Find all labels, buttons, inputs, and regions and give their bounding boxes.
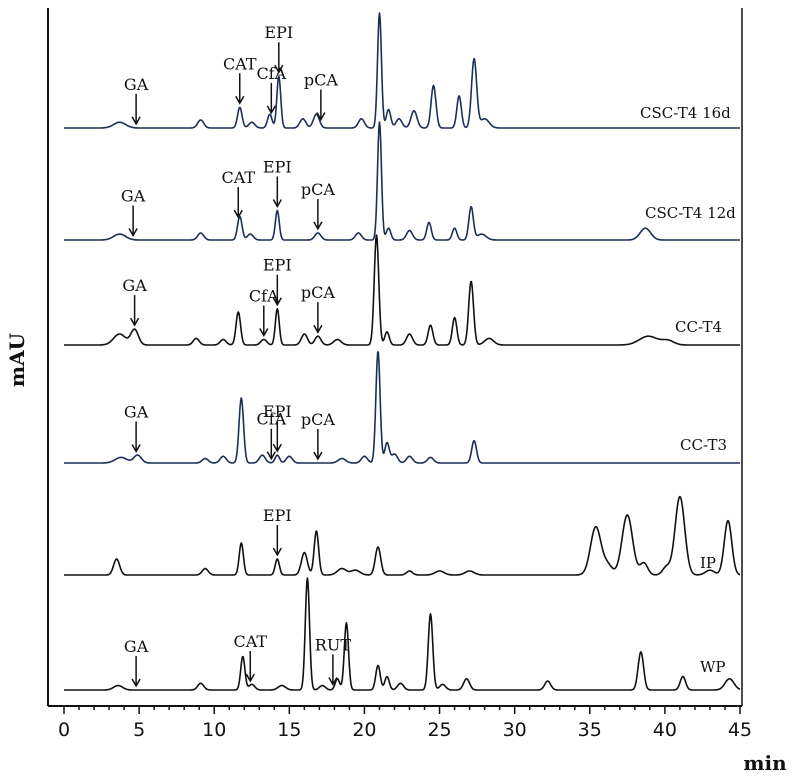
annotation-arrow-head [328, 677, 338, 686]
annotation-label: EPI [264, 23, 293, 42]
annotation-2-1: CfA [249, 287, 279, 338]
annotation-arrow-head [316, 112, 326, 122]
trace-label-2: CC-T4 [675, 318, 722, 336]
annotation-5-1: CAT [233, 632, 267, 683]
annotation-arrow-head [274, 64, 284, 74]
annotation-arrow-head [131, 678, 141, 688]
trace-label-0: CSC-T4 16d [640, 104, 731, 122]
x-tick-label: 35 [578, 719, 602, 741]
annotation-arrow-head [313, 451, 323, 461]
annotation-2-2: EPI [263, 256, 292, 307]
annotation-1-3: pCA [301, 180, 335, 231]
annotation-label: CAT [221, 168, 255, 187]
trace-0 [63, 12, 741, 129]
annotation-label: GA [124, 637, 149, 656]
annotation-3-1: CfA [256, 410, 287, 461]
annotation-label: pCA [301, 410, 335, 429]
annotation-1-2: EPI [263, 158, 292, 209]
annotation-label: GA [124, 403, 149, 422]
annotation-label: EPI [263, 158, 292, 177]
annotation-0-3: EPI [264, 23, 293, 74]
annotation-arrow-head [131, 444, 141, 454]
axes-group: 0 5 10 15 20 25 30 35 40 45 [47, 8, 752, 741]
trace-1 [63, 121, 741, 241]
annotation-label: CfA [256, 410, 286, 429]
annotation-label: EPI [263, 506, 292, 525]
annotation-label: GA [122, 276, 147, 295]
trace-label-5: WP [700, 658, 726, 676]
annotation-arrow-head [129, 317, 140, 327]
annotation-0-4: pCA [304, 71, 338, 122]
annotation-5-0: GA [124, 637, 149, 688]
annotation-label: pCA [301, 180, 335, 199]
annotation-arrow-head [272, 547, 282, 557]
annotation-arrow-head [245, 673, 255, 683]
annotation-label: CAT [233, 632, 267, 651]
trace-label-1: CSC-T4 12d [645, 204, 736, 222]
annotation-1-1: CAT [221, 168, 255, 219]
annotation-5-2: RUT [315, 635, 352, 686]
x-tick-label: 15 [277, 719, 301, 741]
trace-5 [63, 577, 741, 691]
annotation-arrow-head [272, 199, 282, 209]
annotation-label: GA [124, 75, 149, 94]
x-tick-label: 45 [728, 719, 752, 741]
annotation-label: RUT [315, 635, 352, 654]
x-tick-label: 0 [58, 719, 70, 741]
annotation-arrow-head [266, 451, 276, 461]
x-tick-label: 20 [352, 719, 376, 741]
trace-3 [63, 351, 741, 464]
annotation-arrow-head [313, 324, 323, 334]
trace-2 [63, 234, 741, 346]
annotation-label: CfA [249, 287, 279, 306]
annotation-arrow-head [128, 228, 138, 238]
annotation-label: CAT [223, 54, 257, 73]
annotation-2-0: GA [122, 276, 147, 327]
annotation-label: EPI [263, 402, 292, 421]
annotation-label: EPI [263, 256, 292, 275]
annotation-arrow-head [259, 328, 269, 338]
trace-label-3: CC-T3 [680, 436, 727, 454]
annotation-0-1: CAT [223, 54, 257, 105]
annotation-3-3: pCA [301, 410, 335, 461]
annotation-arrow-head [272, 443, 282, 453]
trace-4 [63, 495, 741, 576]
annotation-3-0: GA [124, 403, 149, 454]
annotation-label: pCA [301, 283, 335, 302]
annotation-arrow-head [313, 221, 323, 231]
annotation-label: GA [121, 187, 146, 206]
annotation-arrow-head [235, 95, 245, 105]
annotation-2-3: pCA [301, 283, 335, 334]
annotation-0-0: GA [124, 75, 149, 126]
annotation-arrow-head [266, 105, 276, 115]
annotation-4-0: EPI [263, 506, 292, 557]
annotation-arrow-head [131, 116, 141, 126]
annotation-label: pCA [304, 71, 338, 90]
annotation-1-0: GA [121, 187, 146, 238]
x-tick-label: 30 [503, 719, 527, 741]
x-tick-label: 5 [133, 719, 145, 741]
x-tick-label: 25 [427, 719, 451, 741]
x-axis-label: min [743, 751, 787, 775]
annotation-arrow-head [272, 297, 282, 307]
annotation-3-2: EPI [263, 402, 292, 453]
x-tick-label: 10 [202, 719, 226, 741]
trace-label-4: IP [700, 554, 716, 572]
x-tick-label: 40 [653, 719, 677, 741]
annotation-arrow-head [233, 209, 243, 219]
traces-group: CSC-T4 16d CSC-T4 12d CC-T4 CC-T3 IP WP [63, 12, 741, 691]
y-axis-label: mAU [5, 333, 29, 387]
